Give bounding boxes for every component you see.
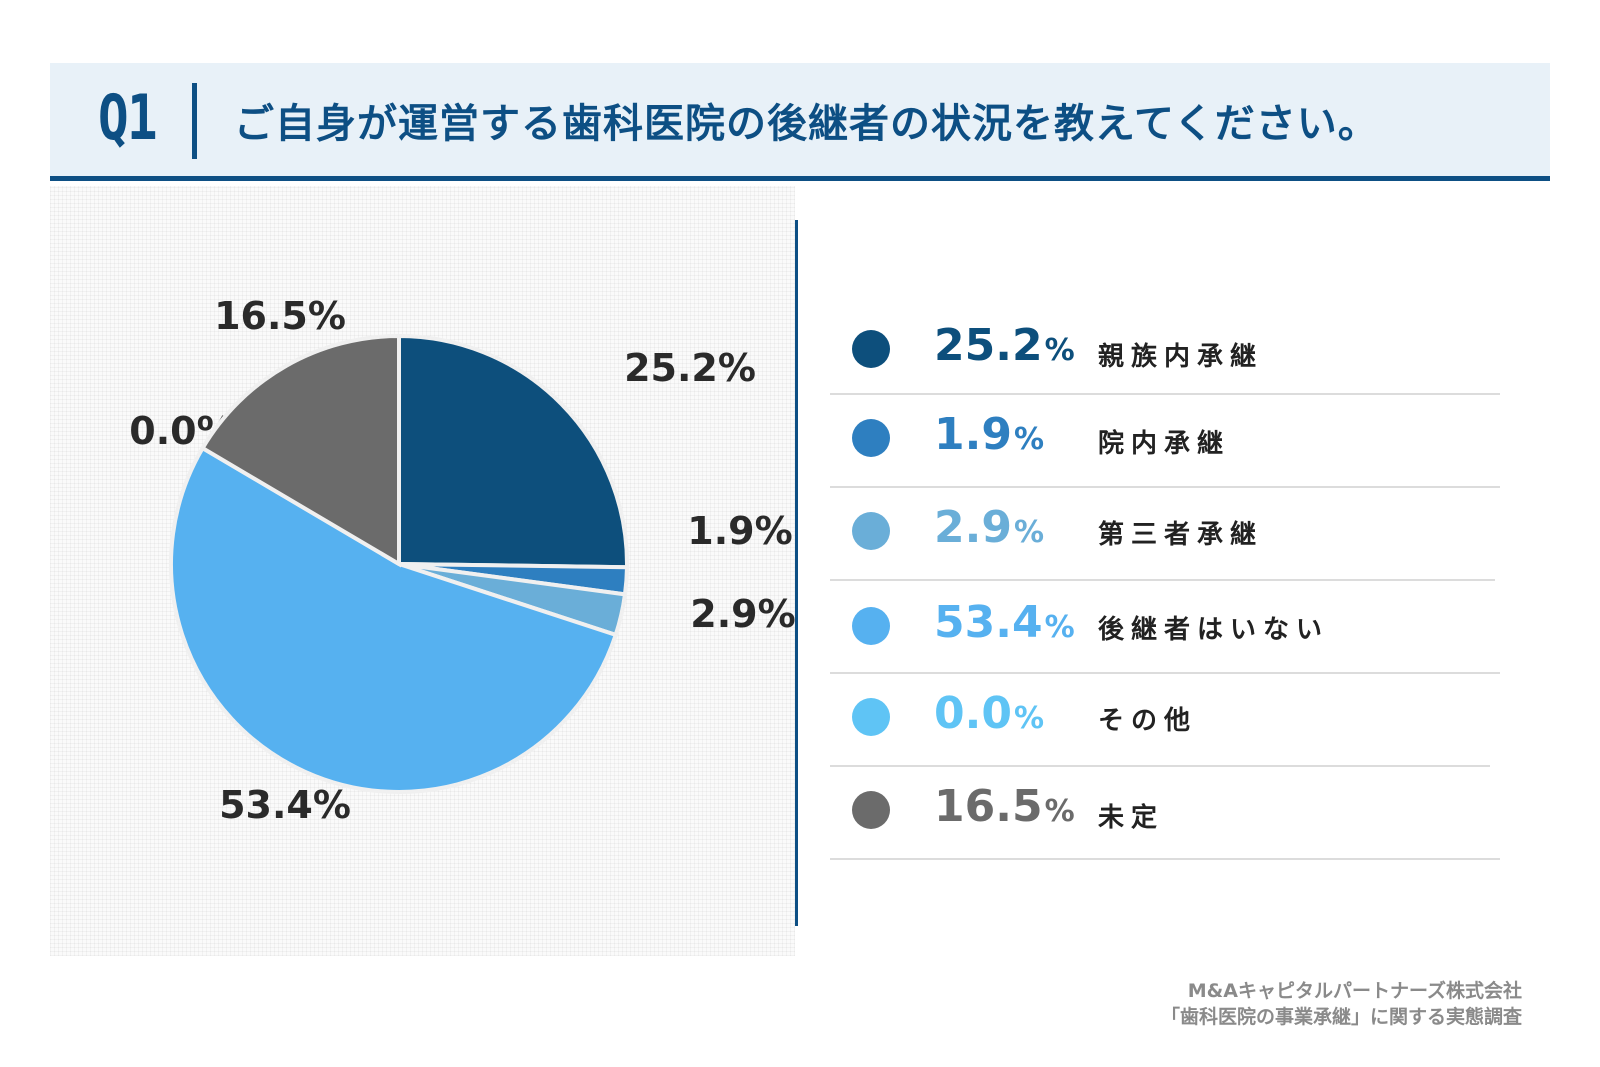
percent-sign: % xyxy=(1044,794,1075,829)
legend-separator xyxy=(830,486,1500,488)
legend-label: 後継者はいない xyxy=(1098,615,1330,645)
slice-label: 2.9% xyxy=(690,592,795,636)
legend-dot xyxy=(852,512,890,550)
legend-separator xyxy=(830,579,1495,581)
legend-number: 2.9 xyxy=(934,502,1012,553)
legend-number: 0.0 xyxy=(934,688,1012,739)
pie-slice xyxy=(199,333,401,568)
legend-separator xyxy=(830,858,1500,860)
legend-item: 25.2% 親族内承継 xyxy=(830,300,1520,395)
legend-item: 16.5% 未定 xyxy=(830,765,1520,860)
slice-label: 16.5% xyxy=(214,294,346,338)
legend-dot xyxy=(852,791,890,829)
pie-slice xyxy=(169,445,619,794)
legend-number: 16.5 xyxy=(934,781,1043,832)
question-number: Q1 xyxy=(98,81,158,154)
percent-sign: % xyxy=(1013,422,1045,457)
legend-value: 25.2% xyxy=(934,320,1075,371)
slice-label: 25.2% xyxy=(624,346,756,390)
legend-label: 親族内承継 xyxy=(1098,342,1264,372)
percent-sign: % xyxy=(1044,333,1075,368)
legend-separator xyxy=(830,672,1500,674)
legend-value: 1.9% xyxy=(934,409,1044,460)
percent-sign: % xyxy=(1013,515,1045,550)
legend-value: 53.4% xyxy=(934,597,1075,648)
pie-slice xyxy=(397,333,629,570)
legend-value: 16.5% xyxy=(934,781,1075,832)
vertical-divider xyxy=(795,220,798,926)
question-text: ご自身が運営する歯科医院の後継者の状況を教えてください。 xyxy=(234,101,1379,147)
legend-dot xyxy=(852,330,890,368)
legend-dot xyxy=(852,607,890,645)
legend-item: 53.4% 後継者はいない xyxy=(830,579,1520,674)
legend-label: 未定 xyxy=(1098,803,1165,833)
slice-label: 53.4% xyxy=(219,783,351,827)
legend-dot xyxy=(852,419,890,457)
legend-number: 25.2 xyxy=(934,320,1043,371)
legend-number: 1.9 xyxy=(934,409,1012,460)
source-company: M&Aキャピタルパートナーズ株式会社 xyxy=(1187,980,1522,1002)
percent-sign: % xyxy=(1044,610,1075,645)
pie-chart: 25.2%1.9%2.9%53.4%0.0%16.5% xyxy=(129,294,795,827)
legend-number: 53.4 xyxy=(934,597,1043,648)
source-survey: 「歯科医院の事業承継」に関する実態調査 xyxy=(1160,1006,1522,1028)
chart-panel: 25.2% 1.9% 2.9% 53.4% 0.0% 16.5% xyxy=(50,186,795,956)
source-credit: M&Aキャピタルパートナーズ株式会社 「歯科医院の事業承継」に関する実態調査 xyxy=(1161,978,1522,1030)
legend-separator xyxy=(830,393,1500,395)
legend-dot xyxy=(852,698,890,736)
legend-label: 第三者承継 xyxy=(1098,520,1264,550)
legend-item: 2.9% 第三者承継 xyxy=(830,486,1520,581)
legend-item: 0.0% その他 xyxy=(830,672,1520,767)
header-divider xyxy=(192,83,197,159)
legend-value: 2.9% xyxy=(934,502,1044,553)
question-header: Q1 ご自身が運営する歯科医院の後継者の状況を教えてください。 xyxy=(50,63,1550,181)
legend-item: 1.9% 院内承継 xyxy=(830,393,1520,488)
legend-label: その他 xyxy=(1098,706,1198,736)
legend-value: 0.0% xyxy=(934,688,1044,739)
slice-label: 1.9% xyxy=(687,509,792,553)
percent-sign: % xyxy=(1013,701,1045,736)
legend-separator xyxy=(830,765,1490,767)
legend-label: 院内承継 xyxy=(1098,429,1231,459)
